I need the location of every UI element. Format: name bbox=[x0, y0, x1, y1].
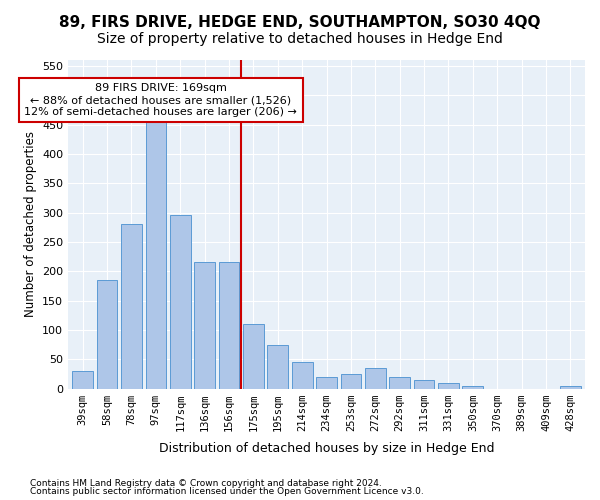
Bar bbox=[218, 262, 239, 388]
Text: 89 FIRS DRIVE: 169sqm
← 88% of detached houses are smaller (1,526)
12% of semi-d: 89 FIRS DRIVE: 169sqm ← 88% of detached … bbox=[25, 84, 297, 116]
Bar bbox=[170, 216, 191, 388]
Text: 89, FIRS DRIVE, HEDGE END, SOUTHAMPTON, SO30 4QQ: 89, FIRS DRIVE, HEDGE END, SOUTHAMPTON, … bbox=[59, 15, 541, 30]
Bar bbox=[389, 377, 410, 388]
Bar bbox=[414, 380, 434, 388]
Y-axis label: Number of detached properties: Number of detached properties bbox=[23, 132, 37, 318]
Text: Contains HM Land Registry data © Crown copyright and database right 2024.: Contains HM Land Registry data © Crown c… bbox=[30, 478, 382, 488]
Bar bbox=[268, 344, 288, 389]
Bar bbox=[292, 362, 313, 388]
Bar bbox=[341, 374, 361, 388]
Bar bbox=[243, 324, 264, 388]
X-axis label: Distribution of detached houses by size in Hedge End: Distribution of detached houses by size … bbox=[159, 442, 494, 455]
Bar bbox=[146, 101, 166, 388]
Bar bbox=[316, 377, 337, 388]
Bar bbox=[463, 386, 483, 388]
Bar bbox=[194, 262, 215, 388]
Text: Size of property relative to detached houses in Hedge End: Size of property relative to detached ho… bbox=[97, 32, 503, 46]
Bar bbox=[121, 224, 142, 388]
Bar bbox=[438, 382, 459, 388]
Text: Contains public sector information licensed under the Open Government Licence v3: Contains public sector information licen… bbox=[30, 487, 424, 496]
Bar bbox=[73, 371, 93, 388]
Bar bbox=[560, 386, 581, 388]
Bar bbox=[97, 280, 118, 388]
Bar bbox=[365, 368, 386, 388]
